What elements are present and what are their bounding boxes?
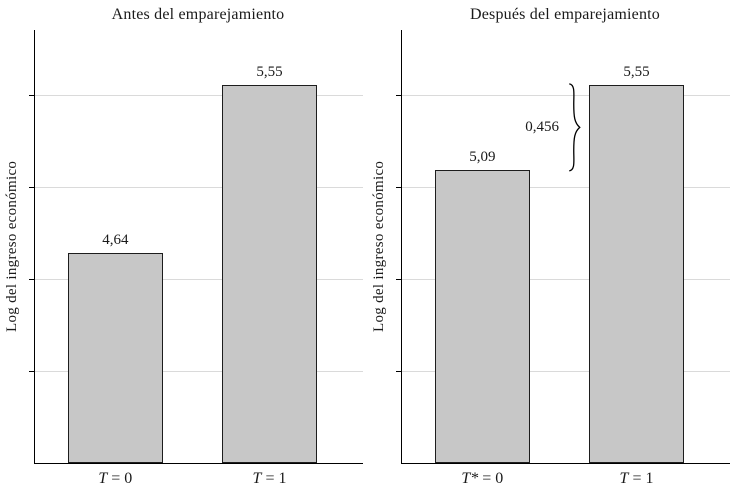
x-tick-label: T* = 0: [461, 470, 504, 487]
y-axis-label: Log del ingreso económico: [371, 160, 387, 333]
panel-before-matching: Antes del emparejamiento Log del ingreso…: [0, 0, 366, 495]
bar: [67, 252, 163, 463]
bar: [221, 85, 318, 463]
y-axis-tick: [396, 278, 402, 280]
y-axis-tick: [29, 186, 35, 188]
x-tick-variable: T*: [461, 470, 479, 487]
difference-label: 0,456: [525, 118, 559, 135]
panel-title: Después del emparejamiento: [469, 6, 661, 23]
y-axis-tick: [29, 370, 35, 372]
gridline: [402, 278, 730, 280]
gridline: [35, 278, 363, 280]
x-tick-variable: T: [98, 470, 108, 487]
plot-area: 5,09 T* = 0 5,55 T = 1 0,456: [396, 30, 730, 487]
bar: [434, 170, 530, 463]
y-axis-tick: [396, 186, 402, 188]
bar-value-label: 5,55: [623, 64, 650, 81]
y-axis-tick: [29, 94, 35, 96]
x-tick-variable: T: [252, 470, 262, 487]
x-tick-variable: T: [619, 470, 629, 487]
y-axis-label: Log del ingreso económico: [4, 160, 20, 333]
y-axis-tick: [396, 94, 402, 96]
gridline: [35, 186, 363, 188]
panel-title: Antes del emparejamiento: [111, 6, 285, 23]
y-axis-tick: [396, 370, 402, 372]
y-axis-tick: [29, 278, 35, 280]
x-tick-label: T = 1: [252, 470, 287, 487]
gridline: [35, 370, 363, 372]
plot-area: 4,64 T = 0 5,55 T = 1: [29, 30, 363, 487]
bar-value-label: 5,09: [469, 149, 496, 166]
difference-brace: [567, 83, 582, 172]
x-tick-label: T = 1: [619, 470, 654, 487]
gridline: [35, 94, 363, 96]
x-tick-label: T = 0: [98, 470, 133, 487]
gridline: [402, 94, 730, 96]
bar: [588, 85, 685, 463]
gridline: [402, 186, 730, 188]
gridline: [402, 370, 730, 372]
panel-after-matching: Después del emparejamiento Log del ingre…: [367, 0, 733, 495]
bar-value-label: 5,55: [256, 64, 283, 81]
bar-value-label: 4,64: [102, 231, 129, 248]
